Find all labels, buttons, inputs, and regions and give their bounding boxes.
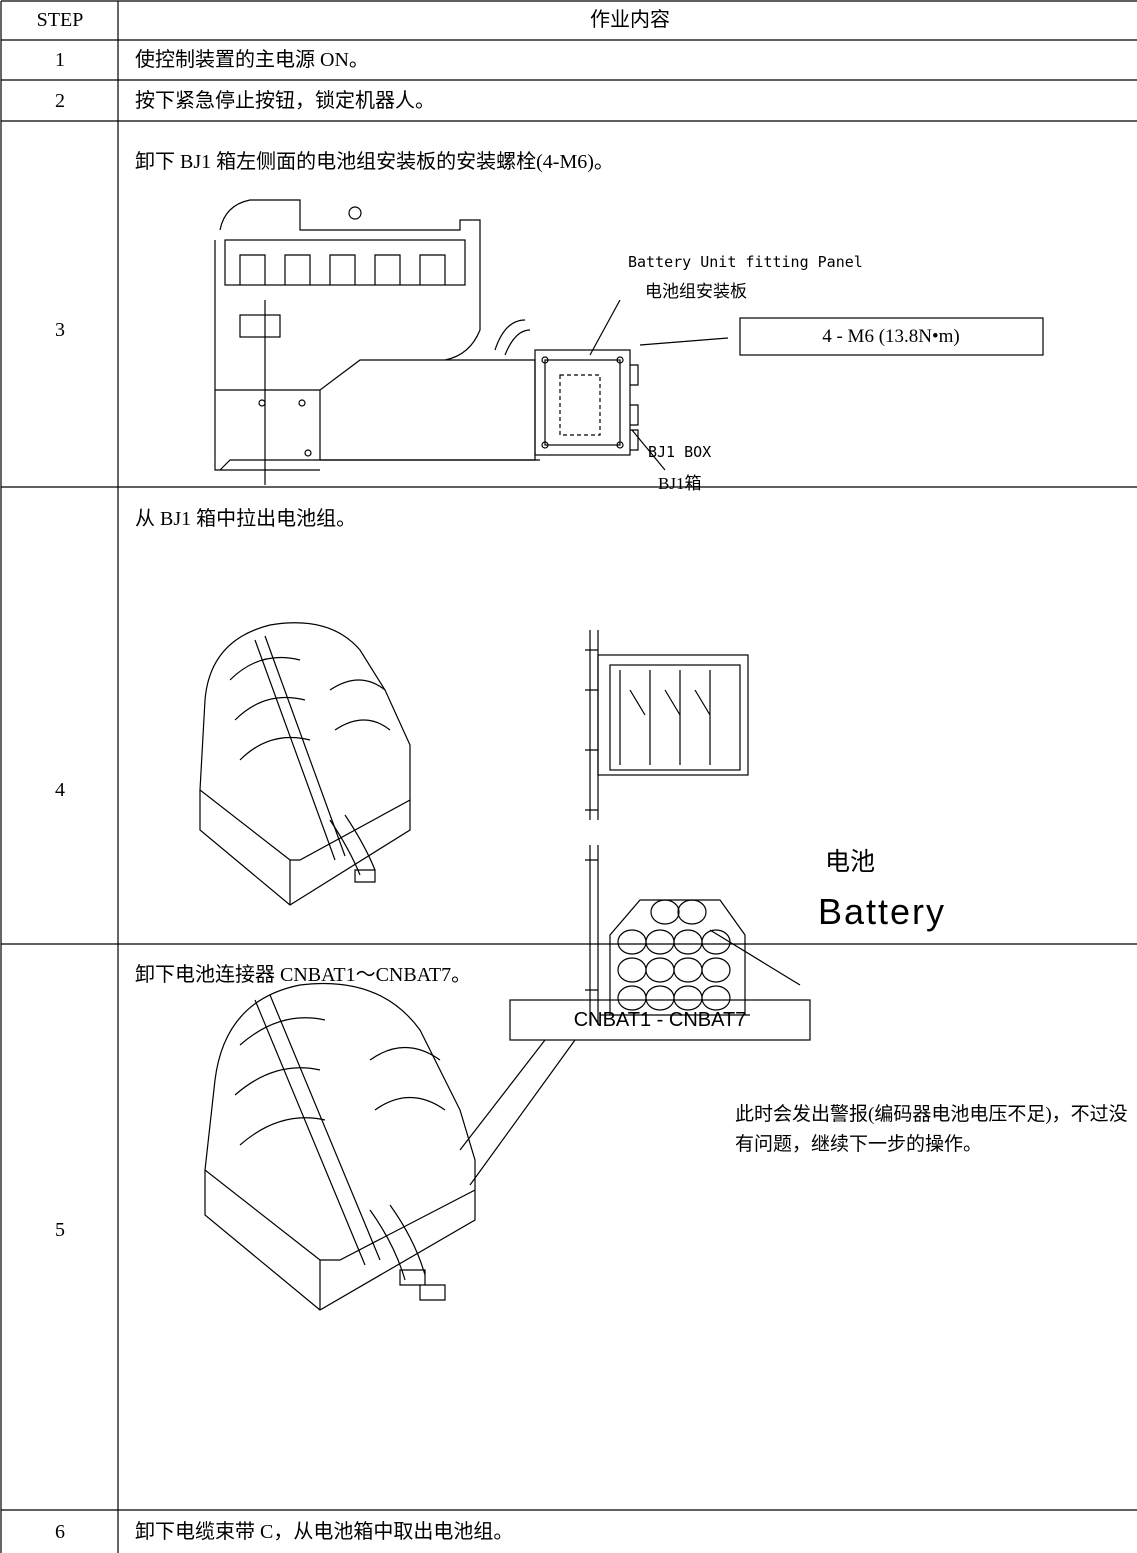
step-number: 2 — [55, 90, 65, 112]
battery-pack-figure — [204, 982, 811, 1311]
robot-figure — [214, 199, 1044, 485]
figure-label: 电池 — [825, 848, 876, 876]
step-number: 6 — [55, 1521, 65, 1543]
header-content: 作业内容 — [590, 9, 670, 31]
step-number: 5 — [55, 1219, 65, 1241]
figure-label: BJ1 BOX — [648, 443, 712, 461]
step-text: 卸下电缆束带 C，从电池箱中取出电池组。 — [135, 1521, 514, 1543]
step-text: 卸下 BJ1 箱左侧面的电池组安装板的安装螺栓(4-M6)。 — [135, 151, 614, 173]
step-number: 1 — [55, 49, 65, 71]
step-text: 按下紧急停止按钮，锁定机器人。 — [135, 90, 435, 112]
figure-label: 电池组安装板 — [645, 282, 747, 301]
figure-label: BJ1箱 — [658, 474, 702, 493]
figure-label: CNBAT1 - CNBAT7 — [573, 1009, 747, 1031]
step-number: 4 — [55, 779, 65, 801]
step-number: 3 — [55, 319, 65, 341]
note: 此时会发出警报(编码器电池电压不足)，不过没有问题，继续下一步的操作。 — [735, 1104, 1128, 1155]
battery-figures — [199, 622, 801, 1025]
step-text: 使控制装置的主电源 ON。 — [135, 49, 369, 71]
figure-label: Battery — [818, 891, 947, 932]
header-step: STEP — [36, 9, 84, 31]
figure-label: Battery Unit fitting Panel — [628, 253, 863, 271]
step-text: 从 BJ1 箱中拉出电池组。 — [135, 508, 357, 530]
cells — [617, 899, 731, 1011]
figure-label: 4 - M6 (13.8N•m) — [822, 326, 960, 347]
step-text: 卸下电池连接器 CNBAT1～CNBAT7。 — [135, 964, 472, 986]
